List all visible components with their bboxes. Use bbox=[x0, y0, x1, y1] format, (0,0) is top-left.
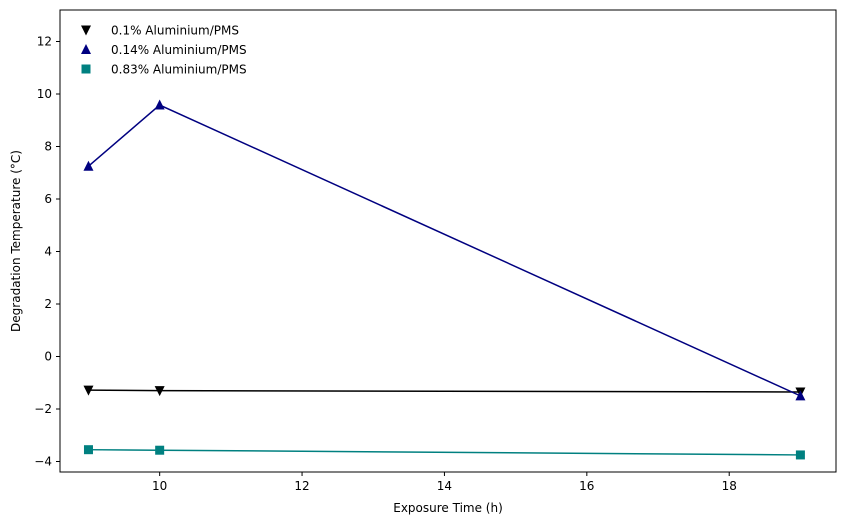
series-2-point bbox=[83, 160, 94, 171]
x-tick-label: 10 bbox=[152, 479, 167, 493]
x-tick-label: 14 bbox=[437, 479, 452, 493]
legend-marker-3 bbox=[81, 64, 91, 74]
y-axis-label: Degradation Temperature (°C) bbox=[9, 150, 23, 332]
y-tick-label: 2 bbox=[44, 297, 52, 311]
plot-frame bbox=[59, 9, 837, 473]
series-3-point bbox=[155, 445, 165, 455]
series-2-line bbox=[87, 104, 801, 397]
y-tick-label: 8 bbox=[44, 140, 52, 154]
legend: 0.1% Aluminium/PMS 0.14% Aluminium/PMS 0.8… bbox=[81, 24, 247, 77]
series-1-point bbox=[154, 386, 165, 397]
x-tick-label: 16 bbox=[579, 479, 594, 493]
y-tick-label: 4 bbox=[44, 245, 52, 259]
series-2-point bbox=[154, 99, 165, 110]
legend-label-1: 0.1% Aluminium/PMS bbox=[111, 24, 239, 38]
legend-marker-2 bbox=[81, 44, 91, 54]
x-axis-label: Exposure Time (h) bbox=[393, 501, 503, 515]
series-3-point bbox=[795, 450, 805, 460]
x-tick-label: 12 bbox=[294, 479, 309, 493]
series-1-line bbox=[88, 389, 801, 393]
series-3-line bbox=[88, 448, 801, 456]
legend-label-2: 0.14% Aluminium/PMS bbox=[111, 43, 247, 57]
y-tick-label: 0 bbox=[44, 350, 52, 364]
series-2-point bbox=[795, 390, 806, 401]
axes-layer: 10 12 14 16 18 −4 −2 0 2 4 6 8 10 12 bbox=[34, 9, 837, 493]
y-tick-label: 10 bbox=[37, 87, 52, 101]
y-tick-label: −2 bbox=[34, 402, 52, 416]
y-tick-label: 6 bbox=[44, 192, 52, 206]
legend-marker-1 bbox=[81, 25, 91, 36]
y-tick-label: −4 bbox=[34, 455, 52, 469]
x-tick-label: 18 bbox=[722, 479, 737, 493]
series-1-point bbox=[83, 385, 94, 396]
legend-label-3: 0.83% Aluminium/PMS bbox=[111, 63, 247, 77]
plot-layer bbox=[83, 99, 806, 460]
y-tick-label: 12 bbox=[37, 35, 52, 49]
series-3-point bbox=[83, 445, 93, 455]
